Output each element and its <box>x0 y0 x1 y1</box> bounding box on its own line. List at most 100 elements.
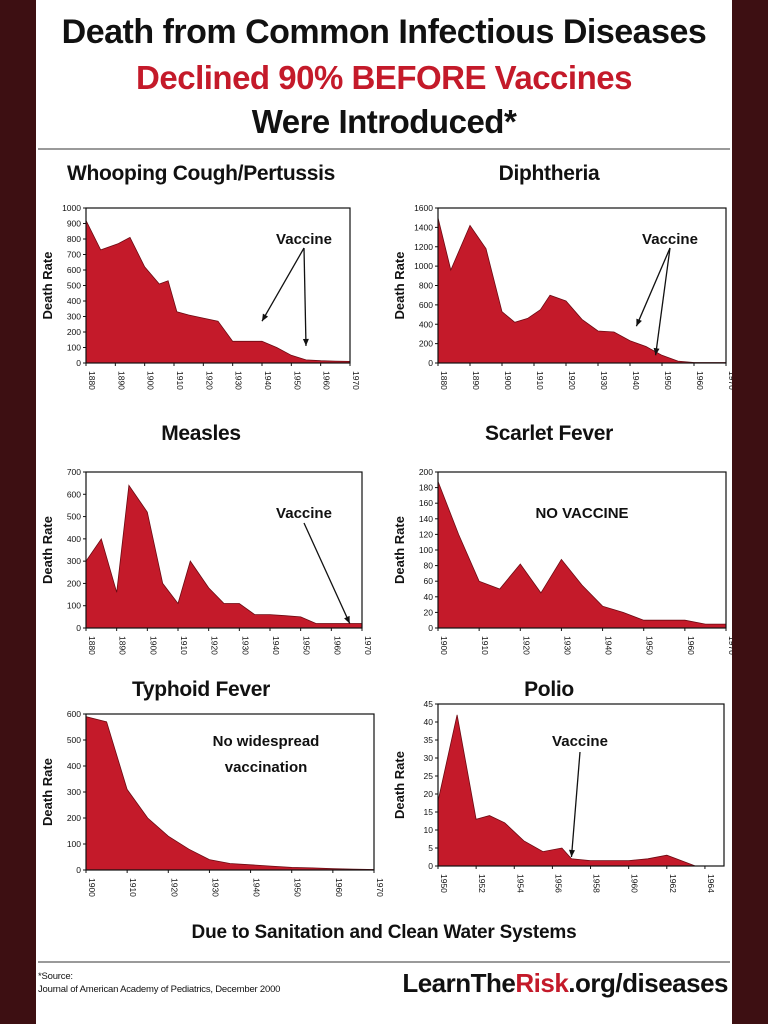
y-axis-label: Death Rate <box>392 751 407 819</box>
x-tick-label: 1940 <box>604 636 614 655</box>
y-tick-label: 1000 <box>62 203 81 213</box>
y-tick-label: 200 <box>419 467 433 477</box>
y-tick-label: 80 <box>424 561 434 571</box>
x-tick-label: 1880 <box>87 636 97 655</box>
y-tick-label: 400 <box>67 761 81 771</box>
y-tick-label: 0 <box>428 623 433 633</box>
x-tick-label: 1950 <box>439 874 449 893</box>
chart-panel-polio: Polio 0 5 10 15 20 25 30 35 40 45 1950 1952 1954 1956… <box>384 678 732 934</box>
x-tick-label: 1920 <box>204 371 214 390</box>
y-tick-label: 500 <box>67 512 81 522</box>
y-tick-label: 35 <box>424 735 434 745</box>
y-axis-label: Death Rate <box>40 758 55 826</box>
x-tick-label: 1920 <box>521 636 531 655</box>
website-link[interactable]: LearnTheRisk.org/diseases <box>402 968 728 999</box>
chart-title: Typhoid Fever <box>131 678 271 701</box>
chart-title: Scarlet Fever <box>484 422 614 445</box>
y-axis-label: Death Rate <box>392 516 407 584</box>
x-tick-label: 1970 <box>727 636 732 655</box>
area-series <box>85 220 351 364</box>
y-tick-label: 0 <box>76 865 81 875</box>
y-tick-label: 45 <box>424 699 434 709</box>
y-axis-label: Death Rate <box>392 252 407 320</box>
x-tick-label: 1910 <box>535 371 545 390</box>
y-tick-label: 200 <box>67 813 81 823</box>
x-tick-label: 1950 <box>302 636 312 655</box>
x-tick-label: 1952 <box>477 874 487 893</box>
annotation-arrow-line <box>303 247 307 346</box>
x-tick-label: 1940 <box>263 371 273 390</box>
site-highlight: Risk <box>515 968 569 998</box>
y-axis-label: Death Rate <box>40 516 55 584</box>
y-tick-label: 400 <box>67 296 81 306</box>
x-tick-label: 1890 <box>116 371 126 390</box>
x-tick-label: 1960 <box>322 371 332 390</box>
annotation-label: NO VACCINE <box>535 505 628 522</box>
x-tick-label: 1910 <box>179 636 189 655</box>
x-tick-label: 1960 <box>686 636 696 655</box>
y-tick-label: 100 <box>67 601 81 611</box>
x-tick-label: 1940 <box>271 636 281 655</box>
x-tick-label: 1930 <box>210 878 220 897</box>
y-tick-label: 300 <box>67 312 81 322</box>
y-tick-label: 800 <box>67 234 81 244</box>
y-tick-label: 700 <box>67 250 81 260</box>
x-tick-label: 1950 <box>292 371 302 390</box>
y-tick-label: 25 <box>424 771 434 781</box>
y-tick-label: 600 <box>67 709 81 719</box>
y-tick-label: 15 <box>424 807 434 817</box>
x-tick-label: 1960 <box>332 636 342 655</box>
y-tick-label: 120 <box>419 529 433 539</box>
area-series <box>437 714 724 867</box>
y-tick-label: 20 <box>424 789 434 799</box>
x-tick-label: 1950 <box>663 371 673 390</box>
y-tick-label: 1400 <box>414 222 433 232</box>
chart-title: Polio <box>524 678 574 701</box>
y-tick-label: 100 <box>419 545 433 555</box>
arrowhead-icon <box>569 849 575 857</box>
y-tick-label: 900 <box>67 219 81 229</box>
site-prefix: LearnThe <box>402 968 516 998</box>
infographic-card: Death from Common Infectious Diseases De… <box>36 0 732 1024</box>
y-tick-label: 200 <box>67 578 81 588</box>
y-tick-label: 100 <box>67 839 81 849</box>
annotation-label: vaccination <box>225 759 308 776</box>
x-tick-label: 1960 <box>630 874 640 893</box>
x-tick-label: 1920 <box>567 371 577 390</box>
x-tick-label: 1960 <box>695 371 705 390</box>
y-tick-label: 400 <box>419 319 433 329</box>
x-tick-label: 1950 <box>645 636 655 655</box>
x-tick-label: 1890 <box>118 636 128 655</box>
y-tick-label: 40 <box>424 592 434 602</box>
plot-frame <box>437 703 725 867</box>
chart-title: Diphtheria <box>498 162 600 185</box>
y-tick-label: 10 <box>424 825 434 835</box>
y-tick-label: 600 <box>67 489 81 499</box>
chart-svg: 0 20 40 60 80 100 120 140 160 180 200 1900 1910 1920 1… <box>392 467 732 655</box>
x-tick-label: 1954 <box>515 874 525 893</box>
arrowhead-icon <box>636 318 642 327</box>
y-tick-label: 0 <box>76 623 81 633</box>
annotation-label: Vaccine <box>276 505 332 522</box>
x-tick-label: 1890 <box>471 371 481 390</box>
arrowhead-icon <box>653 347 660 356</box>
x-tick-label: 1920 <box>169 878 179 897</box>
annotation-arrow-line <box>570 751 581 858</box>
y-tick-label: 0 <box>428 861 433 871</box>
annotation-label: Vaccine <box>276 231 332 248</box>
annotation-arrow-line <box>635 247 671 327</box>
source-text: Journal of American Academy of Pediatric… <box>38 984 281 995</box>
chart-svg: 0 100 200 300 400 500 600 1900 1910 1920 1930 1940 1… <box>40 709 385 897</box>
headline-line-2: Declined 90% BEFORE Vaccines <box>136 59 632 96</box>
x-tick-label: 1956 <box>553 874 563 893</box>
y-tick-label: 1200 <box>414 242 433 252</box>
y-tick-label: 300 <box>67 556 81 566</box>
area-series <box>85 716 375 871</box>
headline-line-1: Death from Common Infectious Diseases <box>61 13 707 51</box>
source-label: *Source: <box>38 971 73 982</box>
y-tick-label: 100 <box>67 343 81 353</box>
y-tick-label: 200 <box>67 327 81 337</box>
x-tick-label: 1900 <box>87 878 97 897</box>
y-tick-label: 0 <box>76 358 81 368</box>
x-tick-label: 1970 <box>351 371 361 390</box>
